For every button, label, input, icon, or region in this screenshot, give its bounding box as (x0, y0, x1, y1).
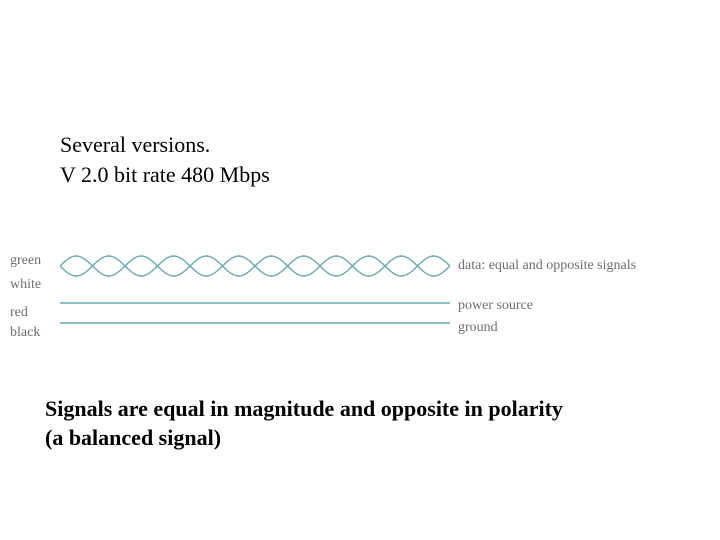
intro-text: Several versions. V 2.0 bit rate 480 Mbp… (60, 130, 270, 189)
wire-svg (60, 248, 450, 338)
usb-wire-diagram: green white red black data: equal and op… (10, 248, 710, 358)
label-green: green (10, 254, 60, 268)
intro-line-2: V 2.0 bit rate 480 Mbps (60, 160, 270, 190)
wire-svg-container (60, 248, 450, 358)
slide: Several versions. V 2.0 bit rate 480 Mbp… (0, 0, 720, 540)
caption-line-1: Signals are equal in magnitude and oppos… (45, 395, 645, 424)
caption: Signals are equal in magnitude and oppos… (45, 395, 645, 452)
intro-line-1: Several versions. (60, 130, 270, 160)
label-ground: ground (458, 320, 636, 336)
wire-white (60, 256, 450, 276)
wire-labels-left: green white red black (10, 248, 60, 358)
label-red: red (10, 306, 60, 320)
wire-labels-right: data: equal and opposite signals power s… (450, 248, 636, 358)
label-black: black (10, 326, 60, 340)
label-power: power source (458, 298, 636, 314)
label-data: data: equal and opposite signals (458, 258, 636, 274)
label-white: white (10, 278, 60, 292)
caption-line-2: (a balanced signal) (45, 424, 645, 453)
